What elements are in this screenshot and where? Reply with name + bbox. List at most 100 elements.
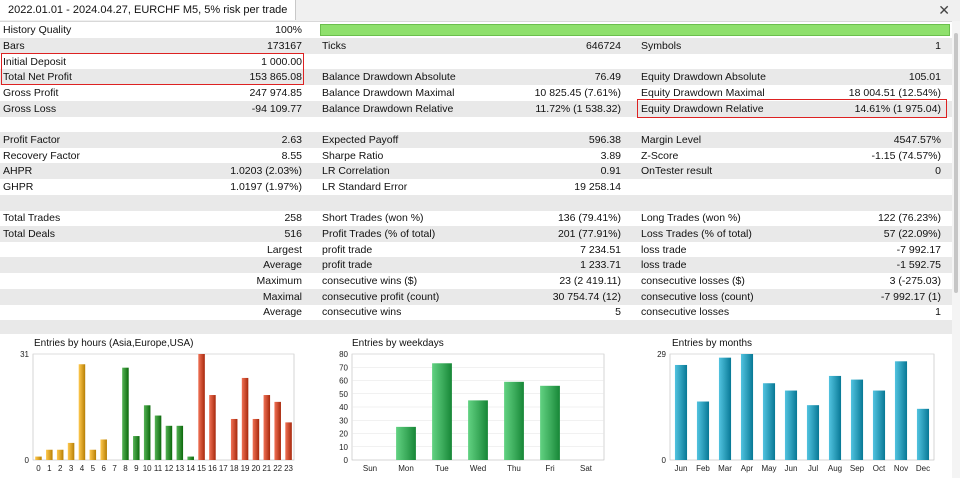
y-tick-label: 30: [339, 416, 348, 425]
x-tick-label: Jul: [808, 464, 818, 473]
lr-std-error-value: 19 258.14: [574, 181, 621, 193]
x-tick-label: 21: [262, 464, 271, 473]
maximal-loss-value: -7 992.17 (1): [880, 291, 941, 303]
row-gross-profit: Gross Profit 247 974.85 Balance Drawdown…: [0, 85, 952, 101]
bar-13: [176, 425, 184, 460]
short-trades-label: Short Trades (won %): [322, 212, 424, 224]
bar-May: [762, 383, 776, 460]
equity-dd-abs-label: Equity Drawdown Absolute: [641, 71, 766, 83]
short-trades-value: 136 (79.41%): [557, 212, 621, 224]
bar-18: [230, 418, 238, 460]
x-tick-label: 19: [241, 464, 250, 473]
row-profit-factor: Profit Factor 2.63 Expected Payoff 596.3…: [0, 132, 952, 148]
largest-loss-value: -7 992.17: [896, 244, 941, 256]
bars-label: Bars: [3, 40, 25, 52]
equity-dd-rel-value: 14.61% (1 975.04): [854, 103, 941, 115]
x-tick-label: 10: [143, 464, 152, 473]
history-quality-value: 100%: [275, 24, 302, 36]
bar-1: [46, 449, 53, 460]
max-consecutive-losses-label: consecutive losses ($): [641, 275, 745, 287]
tab-report[interactable]: 2022.01.01 - 2024.04.27, EURCHF M5, 5% r…: [0, 0, 297, 20]
bar-3: [67, 442, 75, 460]
largest-profit-label: profit trade: [322, 244, 373, 256]
bar-2: [56, 449, 64, 460]
loss-trades-value: 57 (22.09%): [883, 228, 941, 240]
max-consecutive-losses-value: 3 (-275.03): [889, 275, 941, 287]
bar-11: [154, 415, 162, 460]
bar-20: [252, 418, 260, 460]
x-tick-label: 3: [69, 464, 74, 473]
x-tick-label: 16: [208, 464, 217, 473]
bar-10: [143, 405, 151, 460]
bar-Apr: [740, 354, 754, 460]
bar-21: [263, 395, 271, 460]
chart-weekdays: Entries by weekdays 80 70 60 50 40 30 20 10 0 Sun…: [330, 336, 620, 476]
maximal-label: Maximal: [262, 291, 302, 303]
bar-Mar: [718, 357, 732, 460]
sharpe-ratio-value: 3.89: [600, 150, 621, 162]
row-bars: Bars 173167 Ticks 646724 Symbols 1: [0, 38, 952, 54]
bar-Tue: [432, 363, 452, 460]
close-icon[interactable]: ✕: [938, 2, 950, 18]
bar-Thu: [504, 381, 524, 460]
bar-15: [198, 354, 205, 460]
bar-6: [100, 439, 107, 460]
scrollbar-thumb[interactable]: [954, 33, 958, 293]
x-tick-label: Jun: [785, 464, 798, 473]
maximum-label: Maximum: [256, 275, 302, 287]
bar-23: [285, 422, 292, 460]
ticks-value: 646724: [585, 40, 621, 52]
bar-Wed: [468, 400, 488, 460]
bar-14: [187, 456, 194, 460]
ahpr-value: 1.0203 (2.03%): [230, 165, 302, 177]
bar-Sep: [850, 379, 864, 460]
scrollbar[interactable]: [952, 21, 960, 478]
average-profit-label: profit trade: [322, 259, 373, 271]
lr-correlation-value: 0.91: [600, 165, 621, 177]
avg-consecutive-losses-value: 1: [935, 306, 941, 318]
x-tick-label: Mon: [398, 464, 414, 473]
symbols-value: 1: [935, 40, 941, 52]
gross-profit-label: Gross Profit: [3, 87, 59, 99]
maximal-loss-label: consecutive loss (count): [641, 291, 754, 303]
bar-Jun: [674, 364, 688, 460]
x-tick-label: 17: [219, 464, 228, 473]
x-tick-label: Wed: [470, 464, 486, 473]
x-tick-label: Thu: [507, 464, 521, 473]
x-tick-label: 20: [251, 464, 260, 473]
bar-16: [209, 395, 216, 460]
bar-Aug: [828, 375, 842, 460]
x-tick-label: Sat: [580, 464, 593, 473]
x-tick-label: 8: [123, 464, 128, 473]
x-tick-label: 1: [47, 464, 52, 473]
x-tick-label: Nov: [894, 464, 908, 473]
x-tick-label: Sun: [363, 464, 377, 473]
row-spacer-2: [0, 195, 952, 211]
initial-deposit-value: 1 000.00: [261, 56, 302, 68]
total-deals-value: 516: [284, 228, 302, 240]
highlight-box-deposit-profit: [1, 53, 304, 85]
y-tick-label: 60: [339, 377, 348, 386]
profit-factor-label: Profit Factor: [3, 134, 61, 146]
y-tick-label: 29: [657, 350, 666, 359]
x-tick-label: 2: [58, 464, 63, 473]
x-tick-label: Apr: [741, 464, 754, 473]
long-trades-label: Long Trades (won %): [641, 212, 741, 224]
y-tick-label: 10: [339, 443, 348, 452]
average-label: Average: [263, 259, 302, 271]
x-tick-label: 4: [80, 464, 85, 473]
bar-Dec: [916, 408, 930, 460]
symbols-label: Symbols: [641, 40, 682, 52]
bar-5: [89, 449, 97, 460]
x-tick-label: Mar: [718, 464, 732, 473]
bar-Nov: [894, 361, 908, 460]
largest-loss-label: loss trade: [641, 244, 687, 256]
x-tick-label: May: [761, 464, 776, 473]
tab-bar: 2022.01.01 - 2024.04.27, EURCHF M5, 5% r…: [0, 0, 960, 22]
chart-months-title: Entries by months: [672, 338, 753, 349]
y-tick-label: 70: [339, 363, 348, 372]
row-spacer-1: [0, 117, 952, 133]
x-tick-label: 22: [273, 464, 282, 473]
max-consecutive-wins-label: consecutive wins ($): [322, 275, 418, 287]
highlight-box-equity-dd-rel: [637, 99, 947, 118]
